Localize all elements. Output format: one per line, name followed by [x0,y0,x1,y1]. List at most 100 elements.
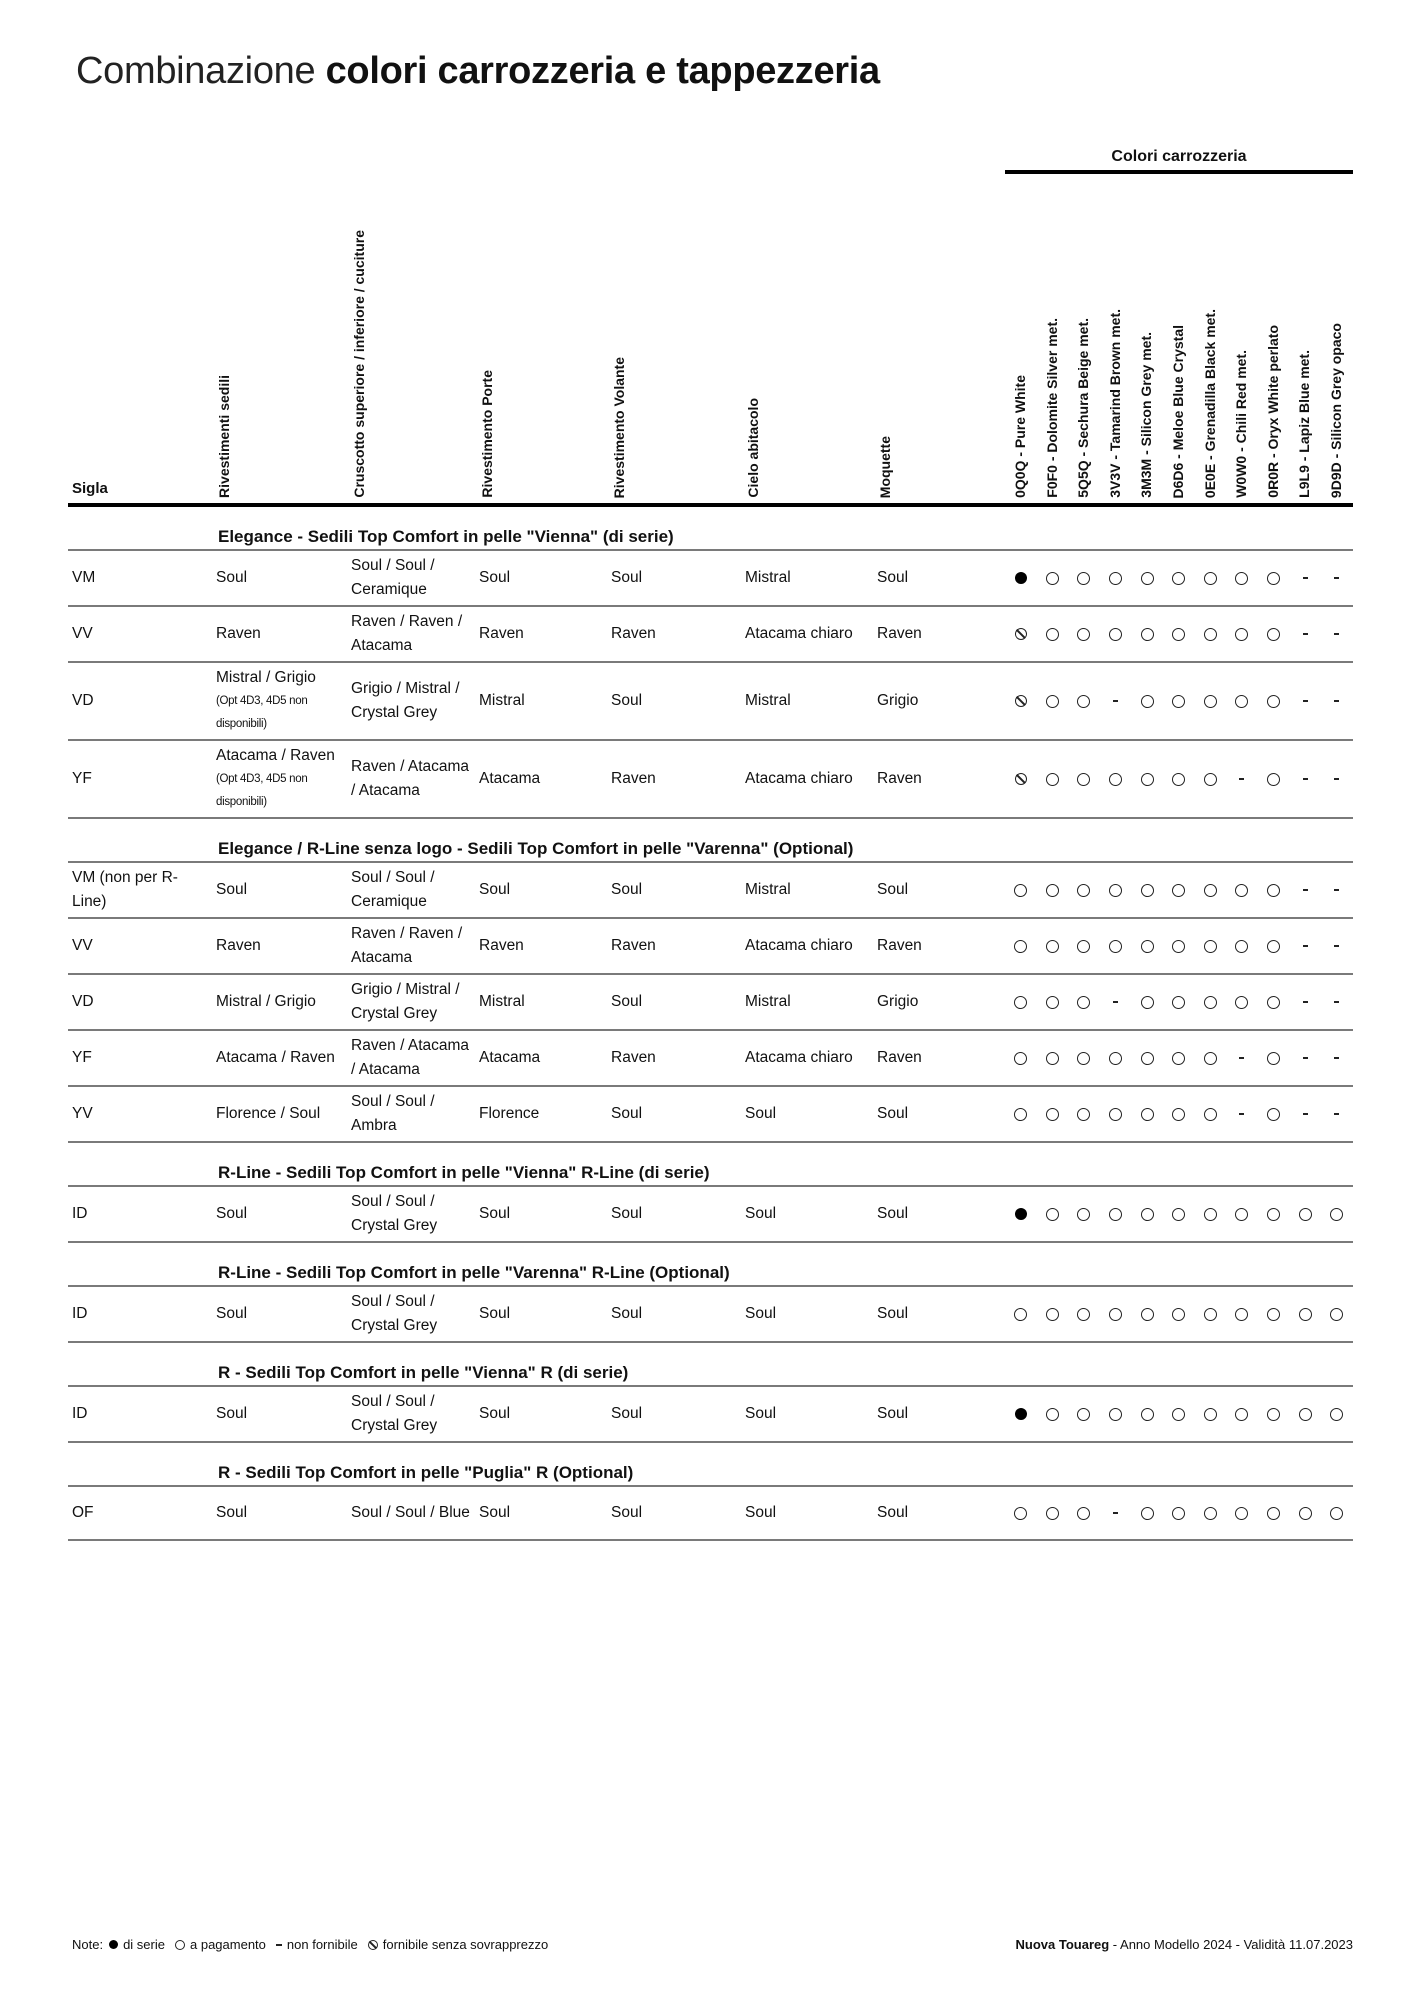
legend-label: fornibile senza sovrapprezzo [382,1937,549,1952]
section-title-text: R-Line - Sedili Top Comfort in pelle "Va… [218,1263,730,1282]
dash-icon [1302,577,1308,579]
color-availability [1037,694,1069,708]
dash-icon [1302,700,1308,702]
cell-text: Raven [877,1049,922,1066]
color-availability [1226,883,1258,897]
section-title-text: R - Sedili Top Comfort in pelle "Puglia"… [218,1463,634,1482]
color-availability [1195,995,1227,1009]
cell-carpet: Soul [873,875,1005,905]
color-availability [1258,1407,1290,1421]
legend-item: a pagamento [175,1937,266,1952]
color-availability [1289,889,1321,891]
cell-text: Mistral [745,993,791,1010]
empty-circle-icon [1203,694,1217,708]
color-availability [1100,939,1132,953]
empty-circle-icon [1014,1307,1028,1321]
empty-circle-icon [1267,1051,1281,1065]
cell-carpet: Soul [873,563,1005,593]
cell-text: Raven / Atacama / Atacama [351,1037,470,1078]
color-availability [1100,1051,1132,1065]
empty-circle-icon [1109,772,1123,786]
cell-sigla: ID [68,1299,212,1329]
color-availability [1068,772,1100,786]
color-availability [1037,995,1069,1009]
empty-circle-icon [1235,694,1249,708]
cell-carpet: Raven [873,764,1005,794]
color-availability [1163,571,1195,585]
empty-circle-icon [1077,995,1091,1009]
color-availability [1321,778,1353,780]
color-availability [1258,627,1290,641]
dash-icon [1302,778,1308,780]
cell-wheel: Soul [607,1199,741,1229]
cell-roof: Mistral [741,563,873,593]
cell-dash: Grigio / Mistral / Crystal Grey [347,674,475,728]
color-availability [1195,694,1227,708]
cell-sigla: YF [68,764,212,794]
color-availability [1163,883,1195,897]
header-color-10: 9D9D - Silicon Grey opaco [1328,322,1344,498]
empty-circle-icon [1014,995,1028,1009]
cell-wheel: Soul [607,875,741,905]
cell-text: Soul [745,1105,777,1122]
cell-door: Atacama [475,764,607,794]
color-availability [1321,1307,1353,1321]
cell-text: Atacama [479,770,541,787]
dash-icon [1302,889,1308,891]
color-availability [1258,1107,1290,1121]
empty-circle-icon [1109,1307,1123,1321]
empty-circle-icon [1172,1051,1186,1065]
empty-circle-icon [1203,627,1217,641]
cell-text: Soul [611,692,643,709]
slashed-circle-icon [1014,628,1027,640]
empty-circle-icon [1235,883,1249,897]
cell-wheel: Soul [607,1399,741,1429]
color-availability [1258,995,1290,1009]
cell-roof: Soul [741,1399,873,1429]
dash-icon [1113,1001,1119,1003]
color-availability [1289,577,1321,579]
cell-text: Atacama chiaro [745,937,853,954]
cell-text: Soul [877,1305,909,1322]
empty-circle-icon [1140,772,1154,786]
table-row: YV Florence / Soul Soul / Soul / Ambra Flor… [68,1087,1353,1143]
dash-icon [1239,1113,1245,1115]
color-availability [1068,1207,1100,1221]
legend-label: a pagamento [190,1937,266,1952]
dash-icon [1334,945,1340,947]
color-availability [1289,945,1321,947]
cell-dash: Soul / Soul / Ambra [347,1087,475,1141]
color-availability [1100,772,1132,786]
color-availability [1321,577,1353,579]
cell-seat: Raven [212,619,347,649]
header-1: Cruscotto superiore / inferiore / cucitu… [351,230,367,498]
filled-circle-icon [1014,572,1027,584]
dash-icon [1334,633,1340,635]
color-availability [1226,1506,1258,1520]
color-availability [1226,571,1258,585]
color-availability [1005,1408,1037,1420]
empty-circle-icon [1109,1107,1123,1121]
cell-dash: Soul / Soul / Crystal Grey [347,1387,475,1441]
empty-circle-icon [1298,1207,1312,1221]
cell-text: Soul [877,881,909,898]
color-availability [1100,571,1132,585]
empty-circle-icon [1298,1307,1312,1321]
color-availability [1005,628,1037,640]
color-availability [1321,1001,1353,1003]
empty-circle-icon [1109,571,1123,585]
color-availability [1289,778,1321,780]
empty-circle-icon [1045,694,1059,708]
empty-circle-icon [1235,1207,1249,1221]
cell-seat: Soul [212,1399,347,1429]
color-availability [1321,1113,1353,1115]
cell-text: Soul [479,1405,511,1422]
cell-dash: Raven / Raven / Atacama [347,607,475,661]
cell-text: YV [72,1105,93,1122]
cell-dash: Grigio / Mistral / Crystal Grey [347,975,475,1029]
color-availability [1131,1407,1163,1421]
color-availability [1068,1407,1100,1421]
cell-text: Soul [479,1305,511,1322]
cell-carpet: Soul [873,1299,1005,1329]
legend-item: di serie [109,1937,165,1952]
